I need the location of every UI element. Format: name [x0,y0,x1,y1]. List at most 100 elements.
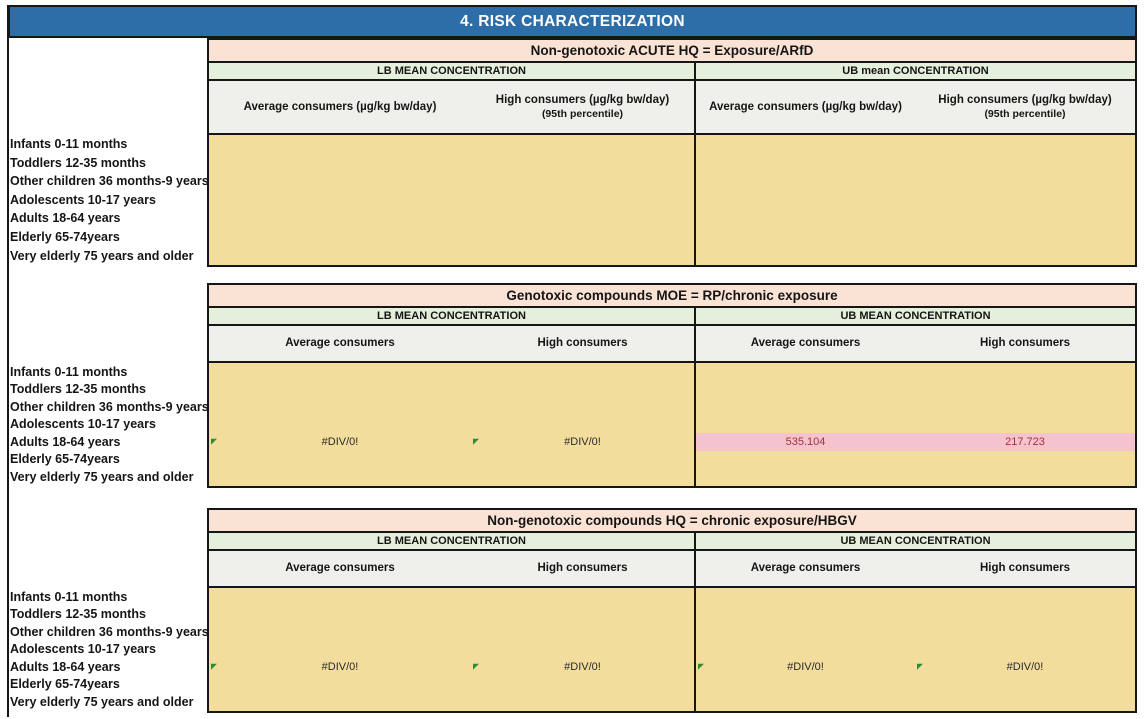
data-row[interactable] [209,381,694,399]
acute-ub-high-col-header[interactable]: High consumers (µg/kg bw/day) (95th perc… [915,81,1135,133]
data-row[interactable] [696,641,1135,659]
row-labels-acute: Infants 0-11 months Toddlers 12-35 month… [10,135,209,265]
nongenotoxic-lb-average-col-header[interactable]: Average consumers [285,562,395,575]
acute-ub-average-col-header[interactable]: Average consumers (µg/kg bw/day) [709,100,902,113]
error-indicator-icon [473,663,479,670]
row-label[interactable]: Infants 0-11 months [10,137,128,152]
row-label[interactable]: Adults 18-64 years [10,211,121,226]
nongenotoxic-ub-data-region: #DIV/0! #DIV/0! [696,588,1135,711]
data-row[interactable] [696,468,1135,486]
row-label[interactable]: Other children 36 months-9 years [10,174,209,189]
cell-nongenotoxic-lb-high-adults[interactable]: #DIV/0! [471,658,694,676]
data-row-adults: #DIV/0! #DIV/0! [696,658,1135,676]
error-indicator-icon [917,663,923,670]
genotoxic-ub-average-col-header[interactable]: Average consumers [750,337,861,350]
cell-value: 535.104 [785,436,826,449]
cell-genotoxic-lb-average-adults[interactable]: #DIV/0! [209,433,471,451]
data-row[interactable] [209,363,694,381]
row-label[interactable]: Adolescents 10-17 years [10,192,156,207]
nongenotoxic-ub-section-header[interactable]: UB MEAN CONCENTRATION [696,533,1135,549]
data-row[interactable] [696,363,1135,381]
cell-nongenotoxic-ub-high-adults[interactable]: #DIV/0! [915,658,1135,676]
sheet-left-border [7,5,9,717]
data-row[interactable] [696,381,1135,399]
row-label[interactable]: Toddlers 12-35 months [10,155,146,170]
data-row[interactable] [209,588,694,606]
nongenotoxic-lb-section-header[interactable]: LB MEAN CONCENTRATION [209,533,694,549]
data-row[interactable] [696,676,1135,694]
data-row[interactable] [209,676,694,694]
genotoxic-lb-section-header[interactable]: LB MEAN CONCENTRATION [209,308,694,324]
data-row[interactable] [209,416,694,434]
row-label[interactable]: Toddlers 12-35 months [10,607,146,622]
cell-genotoxic-ub-high-adults[interactable]: 217.723 [915,433,1135,451]
row-label[interactable]: Adolescents 10-17 years [10,417,156,432]
data-row[interactable] [696,451,1135,469]
error-indicator-icon [211,438,217,445]
col-header-line1: High consumers (µg/kg bw/day) [938,93,1112,106]
data-row[interactable] [209,693,694,711]
row-label[interactable]: Infants 0-11 months [10,364,128,379]
data-row[interactable] [209,398,694,416]
page-title: 4. RISK CHARACTERIZATION [8,5,1137,38]
acute-ub-data-region[interactable] [696,135,1135,265]
cell-value: #DIV/0! [1006,661,1044,674]
row-label[interactable]: Toddlers 12-35 months [10,382,146,397]
acute-lb-section-header[interactable]: LB MEAN CONCENTRATION [209,63,694,79]
table-genotoxic-moe: Genotoxic compounds MOE = RP/chronic exp… [207,283,1137,488]
data-row[interactable] [696,693,1135,711]
genotoxic-lb-average-col-header[interactable]: Average consumers [285,337,395,350]
data-row[interactable] [696,588,1135,606]
data-row[interactable] [209,641,694,659]
table-nongenotoxic-hq: Non-genotoxic compounds HQ = chronic exp… [207,508,1137,713]
data-row-adults: #DIV/0! #DIV/0! [209,658,694,676]
data-row[interactable] [696,398,1135,416]
genotoxic-header-cell[interactable]: Genotoxic compounds MOE = RP/chronic exp… [209,285,1135,306]
genotoxic-lb-high-col-header[interactable]: High consumers [537,337,628,350]
row-label[interactable]: Elderly 65-74years [10,452,120,467]
cell-genotoxic-ub-average-adults[interactable]: 535.104 [696,433,915,451]
acute-lb-average-col-header[interactable]: Average consumers (µg/kg bw/day) [243,100,437,113]
genotoxic-ub-high-col-header[interactable]: High consumers [979,337,1071,350]
row-label[interactable]: Other children 36 months-9 years [10,399,209,414]
data-row[interactable] [696,416,1135,434]
acute-lb-high-col-header[interactable]: High consumers (µg/kg bw/day) (95th perc… [471,81,694,133]
nongenotoxic-ub-average-col-header[interactable]: Average consumers [750,562,861,575]
data-row[interactable] [209,468,694,486]
row-labels-genotoxic: Infants 0-11 months Toddlers 12-35 month… [10,363,209,486]
cell-genotoxic-lb-high-adults[interactable]: #DIV/0! [471,433,694,451]
row-label[interactable]: Infants 0-11 months [10,589,128,604]
cell-value: 217.723 [1005,436,1045,449]
row-label[interactable]: Other children 36 months-9 years [10,624,209,639]
cell-nongenotoxic-lb-average-adults[interactable]: #DIV/0! [209,658,471,676]
data-row[interactable] [209,623,694,641]
row-label[interactable]: Adults 18-64 years [10,434,121,449]
error-indicator-icon [211,663,217,670]
acute-lb-data-region[interactable] [209,135,694,265]
row-label[interactable]: Elderly 65-74years [10,229,120,244]
row-labels-nongenotoxic: Infants 0-11 months Toddlers 12-35 month… [10,588,209,711]
data-row[interactable] [209,451,694,469]
cell-value: #DIV/0! [321,661,359,674]
table-acute-hq: Non-genotoxic ACUTE HQ = Exposure/ARfD L… [207,38,1137,267]
nongenotoxic-header-cell[interactable]: Non-genotoxic compounds HQ = chronic exp… [209,510,1135,531]
data-row[interactable] [696,606,1135,624]
cell-nongenotoxic-ub-average-adults[interactable]: #DIV/0! [696,658,915,676]
genotoxic-ub-section-header[interactable]: UB MEAN CONCENTRATION [696,308,1135,324]
row-label[interactable]: Very elderly 75 years and older [10,470,194,484]
data-row[interactable] [209,606,694,624]
row-label[interactable]: Adults 18-64 years [10,659,121,674]
cell-value: #DIV/0! [321,436,359,449]
acute-ub-section-header[interactable]: UB mean CONCENTRATION [696,63,1135,79]
row-label[interactable]: Very elderly 75 years and older [10,248,194,263]
nongenotoxic-ub-high-col-header[interactable]: High consumers [979,562,1071,575]
row-label[interactable]: Very elderly 75 years and older [10,695,194,709]
nongenotoxic-lb-high-col-header[interactable]: High consumers [537,562,628,575]
table-acute-header-cell[interactable]: Non-genotoxic ACUTE HQ = Exposure/ARfD [209,40,1135,61]
row-label[interactable]: Adolescents 10-17 years [10,642,156,657]
genotoxic-ub-data-region: 535.104 217.723 [696,363,1135,486]
row-label[interactable]: Elderly 65-74years [10,677,120,692]
cell-value: #DIV/0! [787,661,824,674]
data-row[interactable] [696,623,1135,641]
